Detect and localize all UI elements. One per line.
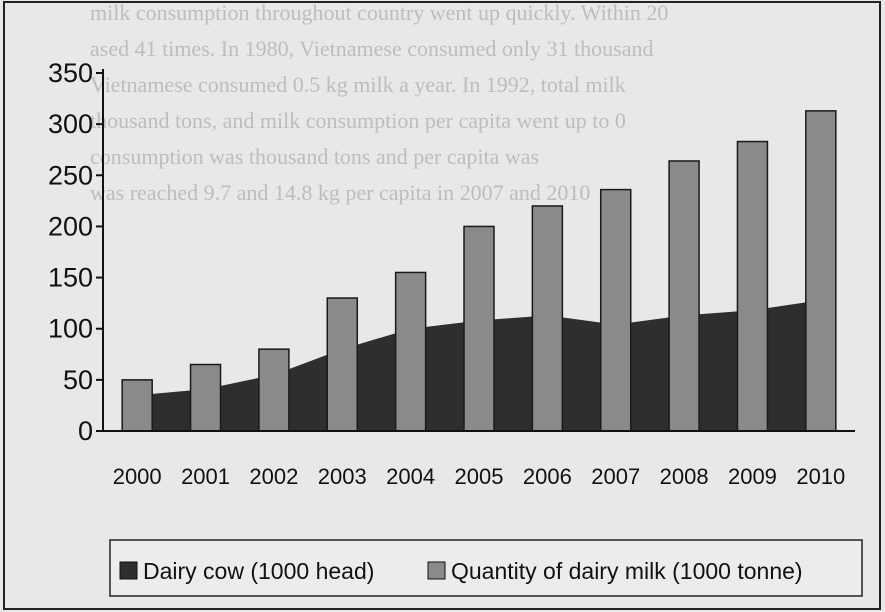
bar-milk-2008 [668, 160, 700, 432]
background-text-line: consumption was thousand tons and per ca… [90, 144, 539, 169]
bar-milk-2003 [326, 297, 359, 432]
legend-swatch-milk [427, 561, 446, 580]
x-tick-label: 2009 [728, 464, 777, 489]
background-text-line: ased 41 times. In 1980, Vietnamese consu… [90, 36, 653, 61]
y-tick-label: 250 [48, 160, 93, 190]
x-tick-label: 2007 [591, 464, 640, 489]
x-tick-label: 2005 [455, 464, 504, 489]
background-text-line: milk consumption throughout country went… [90, 0, 668, 25]
bar-milk-2005 [463, 225, 495, 432]
y-tick-label: 150 [48, 263, 93, 293]
x-tick-label: 2010 [796, 464, 845, 489]
legend: Dairy cow (1000 head) Quantity of dairy m… [109, 539, 863, 597]
x-tick-label: 2003 [318, 464, 367, 489]
legend-swatch-dairy-cow [119, 561, 138, 580]
y-tick-label: 50 [63, 365, 93, 395]
x-tick-label: 2000 [113, 464, 162, 489]
x-tick-label: 2001 [181, 464, 230, 489]
bar-milk-2000 [121, 379, 153, 432]
bar-milk-2007 [599, 188, 632, 432]
bar-milk-2006 [531, 205, 564, 432]
background-text: milk consumption throughout country went… [90, 0, 668, 205]
background-text-line: was reached 9.7 and 14.8 kg per capita i… [90, 180, 590, 205]
background-text-line: thousand tons, and milk consumption per … [90, 108, 626, 133]
bar-milk-2004 [394, 271, 427, 432]
bar-milk-2001 [189, 363, 222, 432]
x-tick-label: 2004 [386, 464, 435, 489]
x-tick-label: 2006 [523, 464, 572, 489]
chart-frame [3, 1, 881, 610]
legend-box [109, 539, 863, 597]
legend-label-dairy-cow: Dairy cow (1000 head) [143, 558, 374, 584]
legend-label-milk: Quantity of dairy milk (1000 tonne) [451, 558, 803, 584]
bar-milk-2009 [736, 140, 769, 432]
bar-milk-2010 [805, 110, 837, 432]
y-tick-label: 350 [48, 58, 93, 88]
x-tick-label: 2008 [660, 464, 709, 489]
y-tick-label: 0 [78, 416, 93, 446]
background-text-line: Vietnamese consumed 0.5 kg milk a year. … [90, 72, 626, 97]
x-tick-label: 2002 [249, 464, 298, 489]
y-tick-label: 300 [48, 109, 93, 139]
bar-milk-2002 [258, 348, 290, 432]
y-tick-label: 100 [48, 314, 93, 344]
y-tick-label: 200 [48, 211, 93, 241]
